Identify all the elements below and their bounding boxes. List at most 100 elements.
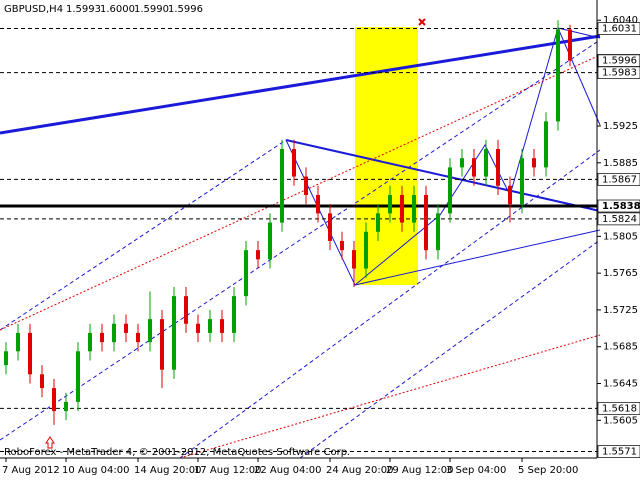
x-tick-label: 29 Aug 12:00 (386, 465, 453, 476)
x-tick-label: 5 Sep 20:00 (518, 465, 578, 476)
quote-high: 1.6000 (100, 4, 135, 15)
candle-body (196, 323, 200, 333)
level-label: 1.5867 (602, 174, 637, 185)
x-tick-label: 10 Aug 04:00 (62, 465, 129, 476)
x-tick-label: 3 Sep 04:00 (446, 465, 506, 476)
trend-line (285, 139, 601, 212)
level-label: 1.5618 (602, 403, 637, 414)
channel-line (179, 334, 601, 459)
candle-body (364, 231, 368, 269)
candle-body (232, 296, 236, 333)
y-tick-label: 1.5925 (603, 121, 638, 132)
candle-body (448, 167, 452, 214)
candle-body (304, 176, 308, 195)
level-label: 1.5571 (602, 447, 637, 458)
candle-body (40, 374, 44, 389)
candle-body (64, 401, 68, 412)
candle-body (148, 319, 152, 343)
footer: RoboForex - MetaTrader 4, © 2001-2012, M… (4, 447, 350, 458)
candle-body (28, 332, 32, 375)
y-tick-label: 1.5645 (603, 379, 638, 390)
candle-body (208, 319, 212, 333)
candle-body (280, 148, 284, 223)
symbol-label: GBPUSD,H4 (4, 4, 63, 15)
candle-body (160, 319, 164, 370)
candle-body (52, 388, 56, 412)
level-label-box (597, 199, 640, 213)
candle-body (484, 148, 488, 177)
quote-open: 1.5993 (66, 4, 101, 15)
candle-body (124, 323, 128, 333)
x-tick-label: 17 Aug 12:00 (194, 465, 261, 476)
last-price-label: 1.5996 (602, 56, 637, 67)
level-label-box (597, 445, 640, 458)
candle-body (460, 158, 464, 168)
candle-body (292, 148, 296, 177)
candle-body (184, 296, 188, 324)
level-label: 1.5824 (602, 214, 637, 225)
candle-body (472, 158, 476, 177)
candle-body (424, 194, 428, 251)
candle-body (532, 158, 536, 168)
level-label-box (597, 212, 640, 226)
x-tick-label: 14 Aug 20:00 (134, 465, 201, 476)
plot-area (0, 20, 597, 453)
y-tick-label: 1.5685 (603, 342, 638, 353)
analysis-lines (0, 18, 601, 459)
channel-line (179, 149, 601, 459)
candle-body (100, 332, 104, 343)
close-marker (418, 18, 426, 26)
y-tick-label: 1.5725 (603, 305, 638, 316)
candle-body (400, 194, 404, 223)
level-label-box (597, 401, 640, 415)
level-label: 1.6031 (602, 24, 637, 35)
candle-body (268, 222, 272, 260)
y-tick-label: 1.6040 (603, 15, 638, 26)
candle-body (436, 213, 440, 251)
candle-body (376, 213, 380, 232)
candle-body (568, 29, 572, 61)
candle-body (256, 250, 260, 260)
quote-close: 1.5996 (168, 4, 203, 15)
candle-body (316, 194, 320, 214)
trend-line (354, 229, 601, 286)
x-tick-label: 7 Aug 2012 (2, 465, 60, 476)
y-tick-label: 1.5805 (603, 231, 638, 242)
x-tick-label: 22 Aug 04:00 (254, 465, 321, 476)
candle-body (16, 332, 20, 352)
arrow-marker (45, 436, 55, 449)
candle-body (388, 194, 392, 214)
quote-low: 1.5990 (134, 4, 169, 15)
level-label-box (597, 172, 640, 186)
candle-body (520, 158, 524, 205)
wave-line (557, 27, 601, 126)
candle-body (4, 351, 8, 366)
candle-body (244, 250, 248, 297)
level-label: 1.5983 (602, 68, 637, 79)
x-tick-label: 24 Aug 20:00 (326, 465, 393, 476)
y-tick-label: 1.5765 (603, 268, 638, 279)
candle-body (136, 332, 140, 343)
candle-body (352, 250, 356, 269)
candle-body (544, 121, 548, 168)
candle-body (556, 29, 560, 122)
last-price-box (597, 54, 640, 68)
channel-line (299, 239, 601, 459)
level-label-box (597, 22, 640, 35)
candle-body (340, 240, 344, 251)
y-tick-label: 1.5885 (603, 158, 638, 169)
candle-body (220, 319, 224, 333)
channel-line (0, 39, 601, 441)
candle-body (76, 351, 80, 402)
level-label: 1.5838 (602, 201, 640, 212)
y-tick-label: 1.5605 (603, 415, 638, 426)
trend-line (0, 34, 601, 135)
candle-body (112, 323, 116, 343)
candle-body (172, 296, 176, 370)
channel-line (0, 139, 287, 331)
candle-body (328, 213, 332, 241)
candle-body (88, 332, 92, 352)
candle-body (496, 148, 500, 186)
